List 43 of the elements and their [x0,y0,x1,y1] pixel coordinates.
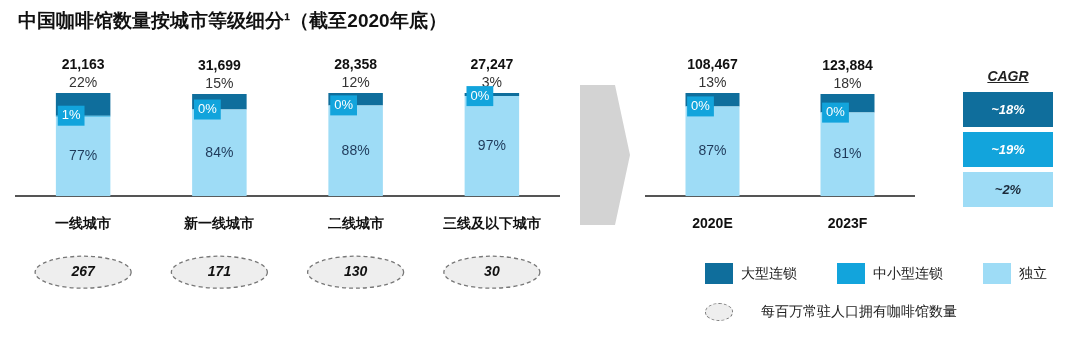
text: 130 [343,263,368,280]
legend-label: 大型连锁 [741,264,797,283]
data-label: 12% [341,73,370,90]
data-label: 84% [205,143,234,160]
x-tick-label: 三线及以下城市 [442,215,541,232]
x-tick-label: 二线城市 [327,215,384,232]
data-label: 1% [61,107,81,123]
text: 27,247 [470,55,514,72]
text: 30 [484,263,500,280]
x-tick-label: 2023F [827,215,868,232]
text: 21,163 [61,55,105,72]
text: 28,358 [334,55,378,72]
text: 108,467 [687,55,739,72]
text: 每百万常驻人口拥有咖啡馆数量 [761,303,957,321]
text: 267 [70,263,97,280]
data-label: 88% [341,141,370,158]
text: ~19% [963,132,1053,167]
text: ~2% [963,172,1053,207]
text: CAGR [986,68,1030,84]
annotation: 0% [334,96,354,112]
legend-label: 独立 [1019,264,1047,283]
data-label: 15% [205,74,234,91]
x-tick-label: 2020E [692,215,733,232]
data-label: 77% [69,147,98,164]
data-label: 87% [698,142,727,159]
data-label: 18% [833,74,862,91]
x-tick-label: 新一线城市 [183,215,255,232]
x-tick-label: 一线城市 [55,215,112,232]
text: 123,884 [822,56,874,73]
chart-title: 中国咖啡馆数量按城市等级细分¹（截至2020年底） [18,9,447,33]
data-label: 97% [477,137,506,154]
data-label: 81% [833,145,862,162]
annotation: 0% [470,87,490,103]
annotation: 0% [826,104,846,120]
text: 171 [207,263,232,280]
text: 31,699 [197,56,241,73]
data-label: 22% [69,73,98,90]
legend-label: 中小型连锁 [873,264,943,283]
annotation: 0% [197,101,218,117]
annotation: 0% [691,97,711,113]
data-label: 3% [481,73,502,90]
text: ~18% [963,92,1053,127]
data-label: 13% [698,73,727,90]
